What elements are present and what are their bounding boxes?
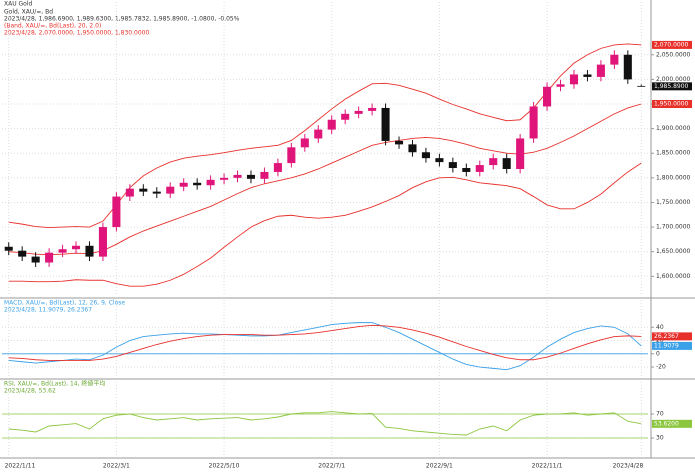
x-tick-label: 2022/7/1 [318, 463, 345, 470]
price-badge [652, 332, 692, 341]
candle-body [637, 85, 646, 87]
candle-body [421, 152, 430, 159]
y-tick-label: 0 [656, 350, 660, 357]
price-badge-label: 53.6200 [654, 420, 679, 427]
price-badge-label: 26.2367 [654, 333, 679, 340]
candle-body [489, 158, 498, 166]
y-tick-label: 2,000.0000 [656, 76, 691, 83]
price-badge [652, 100, 692, 108]
band-label: (Band, XAU/=, Bd(Last), 20, 2.0) [4, 23, 101, 30]
candle-body [58, 249, 67, 253]
price-badge-label: 2,070.0000 [654, 41, 689, 48]
candle-body [623, 54, 632, 80]
candle-body [125, 188, 134, 197]
y-tick-label: 30 [656, 435, 664, 442]
y-tick-label: 1,700.0000 [656, 224, 691, 231]
y-tick-label: 1,600.0000 [656, 273, 691, 280]
y-tick-label: 1,900.0000 [656, 125, 691, 132]
window-header: XAU Gold [4, 1, 33, 8]
candle-body [166, 186, 175, 194]
candle-body [300, 138, 309, 148]
price-badge [652, 341, 692, 350]
x-tick-label: 2022/11/1 [532, 463, 563, 470]
candle-body [112, 196, 121, 228]
y-tick-label: 1,650.0000 [656, 248, 691, 255]
price-badge [652, 40, 692, 49]
band-values: 2023/4/28, 2,070.0000, 1,950.0000, 1,830… [4, 30, 149, 37]
candle-body [314, 129, 323, 139]
rsi-title: RSI, XAU/=, Bd(Last), 14, 終値平均 [4, 380, 105, 388]
y-tick-label: 20 [656, 337, 664, 344]
macd-title: MACD, XAU/=, Bd(Last), 12, 26, 9, Close [4, 300, 125, 307]
candle-body [341, 113, 350, 120]
candle-body [516, 138, 525, 169]
y-tick-label: 40 [656, 324, 664, 331]
x-tick-label: 2023/4/28 [613, 463, 644, 470]
y-tick-label: 70 [656, 411, 664, 418]
x-tick-label: 2022/5/10 [209, 463, 240, 470]
candle-body [273, 163, 282, 172]
candle-body [31, 256, 40, 263]
candle-body [233, 174, 242, 178]
y-tick-label: -20 [656, 364, 666, 371]
candle-body [529, 106, 538, 139]
y-tick-label: 1,750.0000 [656, 199, 691, 206]
x-tick-label: 2022/3/1 [103, 463, 130, 470]
candle-body [381, 107, 390, 141]
x-tick-label: 2022/9/1 [426, 463, 453, 470]
candle-body [408, 144, 417, 153]
candle-body [569, 74, 579, 85]
candle-body [435, 158, 444, 163]
candle-body [206, 179, 215, 186]
candle-body [220, 177, 229, 180]
price-badge [652, 419, 692, 428]
indicator-line [8, 322, 642, 371]
y-tick-label: 1,850.0000 [656, 150, 691, 157]
candle-body [287, 147, 296, 164]
candle-body [246, 174, 256, 179]
candle-body [45, 252, 54, 263]
price-badge-label: 1,950.0000 [654, 101, 689, 108]
y-tick-label: 1,800.0000 [656, 174, 691, 181]
candle-body [18, 250, 27, 257]
indicator-line [8, 411, 642, 436]
candle-body [260, 171, 269, 179]
candle-body [71, 245, 81, 250]
candle-body [596, 64, 605, 77]
candle-body [448, 162, 457, 168]
rsi-values: 2023/4/28, 53.62 [4, 388, 56, 395]
band-middle [8, 103, 642, 256]
candle-body [543, 86, 552, 107]
candle-body [556, 84, 565, 87]
candle-body [85, 245, 94, 257]
candle-body [462, 168, 471, 172]
candle-body [193, 182, 202, 186]
candle-body [502, 158, 511, 169]
candle-body [327, 119, 336, 130]
candle-body [394, 140, 404, 145]
price-badge-label: 11.9079 [654, 342, 679, 349]
candle-body [583, 74, 592, 77]
candle-body [139, 188, 148, 192]
candle-body [179, 182, 188, 187]
band-lower [8, 162, 642, 287]
x-tick-label: 2022/1/11 [5, 463, 36, 470]
price-badge [652, 82, 692, 91]
chart-subtitle: 2023/4/28, 1,986.6900, 1,989.6300, 1,985… [4, 16, 240, 23]
macd-values: 2023/4/28, 11.9079, 26.2367 [4, 307, 92, 314]
price-badge-label: 1,985.8900 [654, 83, 689, 90]
candle-body [152, 191, 161, 194]
chart-title: Gold, XAU/=, Bd [4, 9, 53, 16]
candle-body [610, 54, 619, 65]
indicator-line [8, 324, 642, 361]
candle-body [4, 246, 13, 251]
candle-body [354, 110, 363, 114]
candle-body [368, 107, 377, 111]
candle-body [98, 227, 107, 257]
candle-body [475, 165, 484, 172]
y-tick-label: 2,050.0000 [656, 51, 691, 58]
